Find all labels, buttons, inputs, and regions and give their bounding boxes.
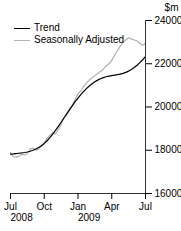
html-text:Seasonally Adjusted: Seasonally Adjusted [34, 34, 125, 45]
svg-text:24000: 24000 [155, 15, 181, 26]
svg-text:$m: $m [165, 2, 179, 13]
svg-text:Jul: Jul [139, 201, 152, 212]
svg-text:16000: 16000 [155, 188, 181, 199]
svg-text:18000: 18000 [155, 144, 181, 155]
svg-text:Jul: Jul [4, 201, 17, 212]
svg-text:22000: 22000 [155, 58, 181, 69]
svg-text:2009: 2009 [78, 212, 101, 223]
svg-text:Oct: Oct [36, 201, 52, 212]
svg-text:20000: 20000 [155, 101, 181, 112]
svg-text:Apr: Apr [104, 201, 120, 212]
svg-text:Jan: Jan [70, 201, 86, 212]
html-text:Trend: Trend [34, 22, 60, 33]
svg-text:2008: 2008 [11, 212, 34, 223]
